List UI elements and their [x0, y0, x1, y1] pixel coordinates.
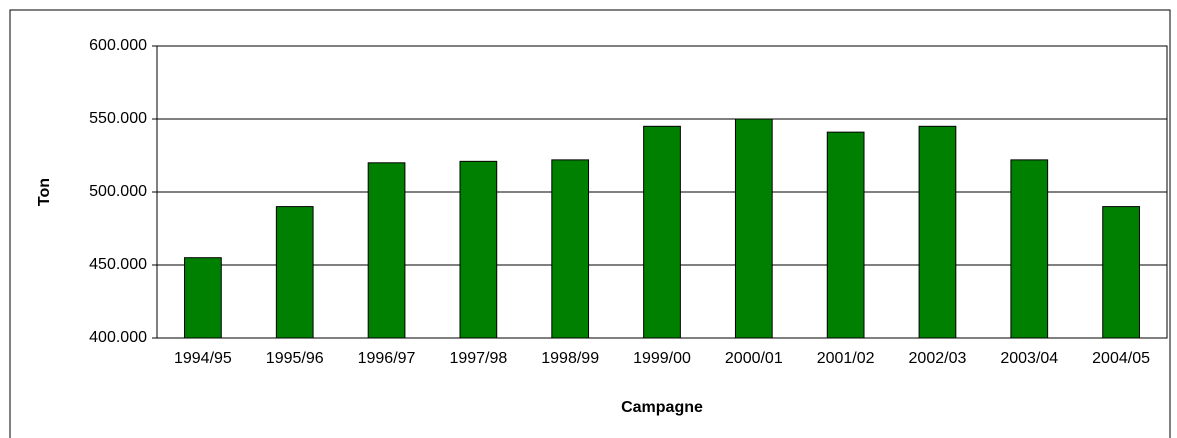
x-tick-label: 1994/95 — [174, 350, 232, 367]
bar — [184, 257, 222, 339]
y-tick-label: 450.000 — [89, 256, 147, 273]
x-tick-label: 1995/96 — [266, 350, 324, 367]
x-tick-label: 2000/01 — [725, 350, 783, 367]
bar — [459, 160, 498, 339]
bar — [826, 131, 865, 339]
bar — [734, 118, 773, 339]
bar — [367, 162, 406, 339]
bar — [275, 206, 314, 339]
y-tick-label: 400.000 — [89, 329, 147, 346]
bar — [1102, 206, 1140, 339]
bar — [643, 125, 681, 339]
x-tick-label: 2004/05 — [1092, 350, 1150, 367]
x-tick-label: 1999/00 — [633, 350, 691, 367]
x-tick-label: 1997/98 — [449, 350, 507, 367]
x-tick-label: 2002/03 — [909, 350, 967, 367]
bar — [551, 159, 590, 339]
x-axis-title: Campagne — [621, 399, 703, 416]
x-tick-label: 2001/02 — [817, 350, 875, 367]
x-tick-label: 1996/97 — [358, 350, 416, 367]
x-tick-label: 1998/99 — [541, 350, 599, 367]
y-tick-label: 550.000 — [89, 110, 147, 127]
bar — [918, 125, 957, 339]
chart-frame — [9, 9, 1171, 438]
bar — [1010, 159, 1049, 339]
y-tick-label: 600.000 — [89, 37, 147, 54]
x-tick-label: 2003/04 — [1000, 350, 1058, 367]
y-axis-title: Ton — [36, 178, 53, 206]
y-tick-label: 500.000 — [89, 183, 147, 200]
